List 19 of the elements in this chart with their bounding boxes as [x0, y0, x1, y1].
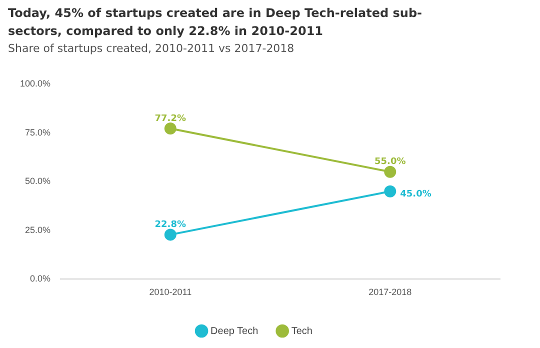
y-tick-label: 50.0%: [24, 176, 51, 186]
chart-title: Today, 45% of startups created are in Deep Tech-related sub-sectors, compared to only 22.8% in 2010-2011: [8, 5, 424, 40]
data-label: 22.8%: [154, 220, 186, 230]
point: [164, 228, 176, 241]
legend-label: Tech: [291, 326, 312, 337]
data-label: 55.0%: [374, 157, 406, 168]
y-tick-label: 0.0%: [30, 274, 51, 284]
x-tick-label: 2010-2011: [149, 287, 192, 298]
y-tick-label: 25.0%: [24, 224, 51, 235]
y-tick-label: 100.0%: [20, 78, 51, 88]
point: [164, 122, 176, 135]
point: [384, 185, 396, 198]
legend-label: Deep Tech: [210, 326, 258, 337]
data-label: 77.2%: [154, 114, 186, 124]
point: [384, 166, 396, 178]
y-tick-label: 75.0%: [24, 127, 51, 138]
data-label: 45.0%: [400, 190, 432, 200]
chart-subtitle: Share of startups created, 2010-2011 vs 2017-2018: [8, 42, 294, 55]
x-tick-label: 2017-2018: [368, 287, 412, 298]
